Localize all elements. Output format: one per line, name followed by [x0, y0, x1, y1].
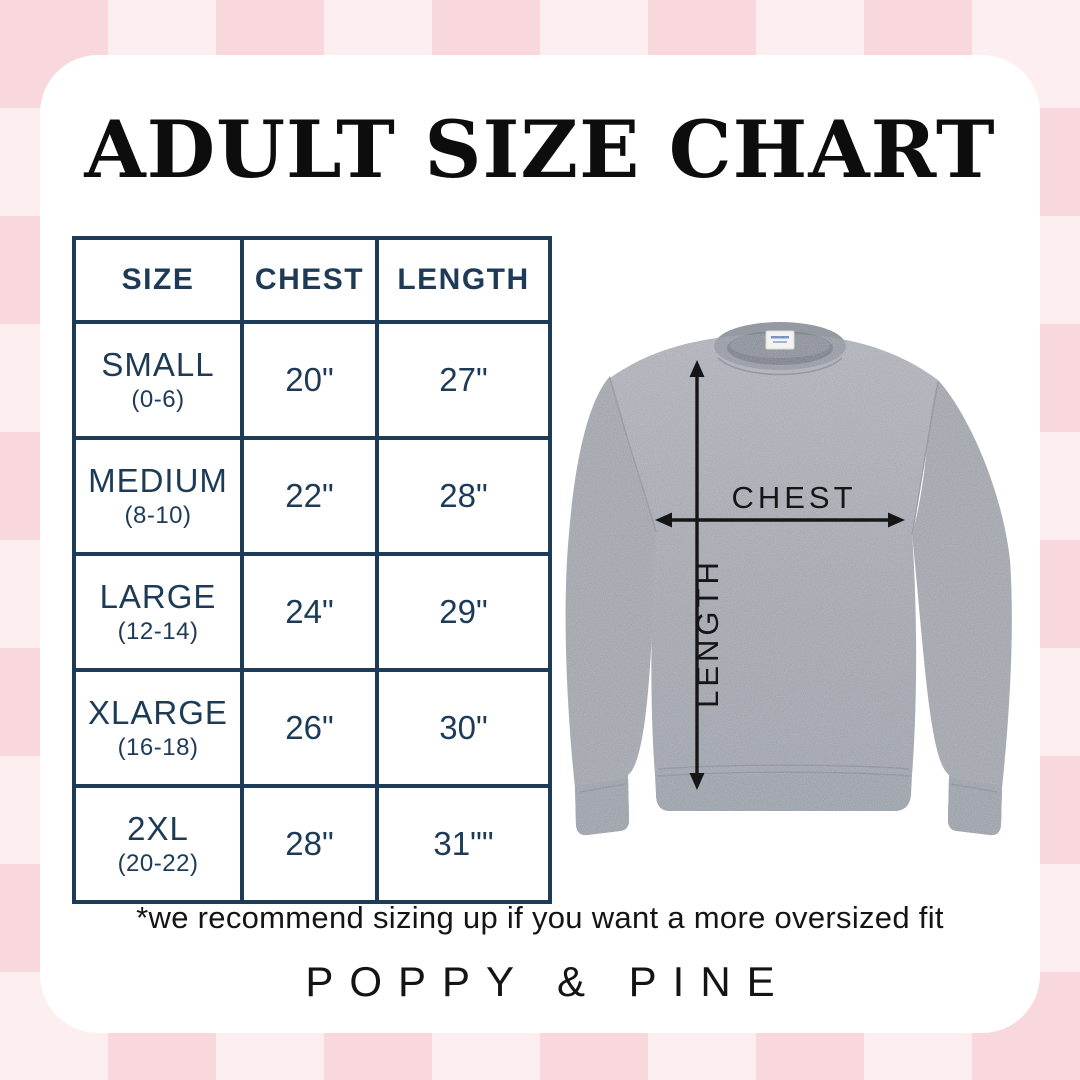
size-range: (12-14) [117, 618, 199, 646]
size-label: 2XL [127, 809, 189, 847]
table-row: 2XL (20-22) 28" 31"" [72, 784, 552, 904]
chest-value: 22" [240, 436, 379, 556]
size-range: (20-22) [117, 850, 199, 878]
table-row: LARGE (12-14) 24" 29" [72, 552, 552, 672]
chest-value: 26" [240, 668, 379, 788]
size-table: SIZE CHEST LENGTH SMALL (0-6) 20" 27" ME… [72, 236, 552, 904]
length-value: 28" [375, 436, 552, 556]
column-header-size: SIZE [72, 236, 244, 324]
length-value: 31"" [375, 784, 552, 904]
table-header-row: SIZE CHEST LENGTH [72, 236, 552, 324]
chest-label: CHEST [731, 480, 856, 515]
length-value: 29" [375, 552, 552, 672]
table-row: MEDIUM (8-10) 22" 28" [72, 436, 552, 556]
length-label: LENGTH [690, 558, 725, 708]
measurement-arrows [662, 368, 898, 782]
sweatshirt-image: CHEST LENGTH [565, 322, 1012, 836]
sizing-note: *we recommend sizing up if you want a mo… [136, 900, 944, 935]
size-label: LARGE [99, 577, 217, 615]
content-card: ADULT SIZE CHART SIZE CHEST LENGTH SMALL… [40, 55, 1040, 1033]
column-header-length: LENGTH [375, 236, 552, 324]
size-range: (0-6) [131, 386, 185, 414]
table-row: XLARGE (16-18) 26" 30" [72, 668, 552, 788]
page-title: ADULT SIZE CHART [84, 103, 996, 196]
size-label: MEDIUM [88, 461, 228, 499]
column-header-chest: CHEST [240, 236, 379, 324]
chest-value: 28" [240, 784, 379, 904]
arrowheads [655, 360, 905, 790]
size-label: SMALL [101, 345, 215, 383]
length-value: 27" [375, 320, 552, 440]
table-row: SMALL (0-6) 20" 27" [72, 320, 552, 440]
measurement-diagram: CHEST LENGTH [560, 320, 1020, 840]
size-range: (8-10) [124, 502, 192, 530]
brand-name: POPPY & PINE [305, 958, 791, 1005]
length-value: 30" [375, 668, 552, 788]
chest-value: 20" [240, 320, 379, 440]
chest-value: 24" [240, 552, 379, 672]
sweatshirt-body [565, 322, 1012, 836]
size-label: XLARGE [88, 693, 228, 731]
size-range: (16-18) [117, 734, 199, 762]
